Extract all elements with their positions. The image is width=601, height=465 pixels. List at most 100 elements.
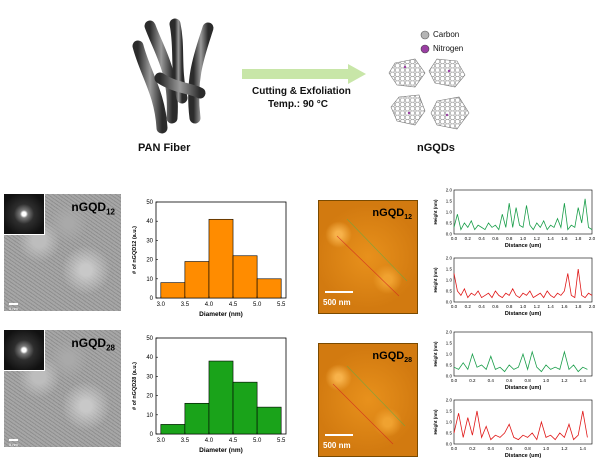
x-axis-label: Distance (um) <box>505 311 542 317</box>
plot-frame <box>453 331 593 377</box>
x-tick-label: 1.8 <box>575 236 582 241</box>
y-tick-label: 50 <box>146 200 153 206</box>
y-tick-label: 1.5 <box>446 267 453 272</box>
x-tick-label: 0.6 <box>506 446 513 451</box>
y-tick-label: 10 <box>146 277 153 283</box>
y-tick-label: 1.5 <box>446 341 453 346</box>
nitrogen-marker <box>420 44 430 54</box>
x-tick-label: 1.6 <box>561 236 568 241</box>
histogram-bar <box>256 406 282 435</box>
y-tick-label: 30 <box>146 238 153 244</box>
y-tick-label: 2.0 <box>446 330 453 335</box>
x-tick-label: 1.2 <box>534 236 541 241</box>
x-tick-label: 4.0 <box>205 302 214 308</box>
afm-line-profiles <box>336 218 408 297</box>
plot-frame <box>453 189 593 235</box>
x-axis-label: Diameter (nm) <box>199 311 243 318</box>
x-tick-label: 0.6 <box>492 236 499 241</box>
y-axis-label: Height (nm) <box>433 341 438 366</box>
x-axis-label: Distance (um) <box>505 453 542 459</box>
x-tick-label: 0.4 <box>488 378 495 383</box>
profile-line <box>453 198 593 231</box>
y-tick-label: 0.5 <box>446 363 453 368</box>
x-tick-label: 0.2 <box>469 378 476 383</box>
x-tick-label: 1.6 <box>561 304 568 309</box>
histogram-bar <box>232 381 258 435</box>
x-tick-label: 3.0 <box>157 438 166 444</box>
profile-line <box>453 268 593 299</box>
afm-scale-text: 500 nm <box>323 441 351 450</box>
y-tick-label: 30 <box>146 374 153 380</box>
afm-scale-bar <box>325 291 353 293</box>
afm-scale-text: 500 nm <box>323 298 351 307</box>
y-tick-label: 0 <box>150 432 154 438</box>
x-tick-label: 1.0 <box>520 236 527 241</box>
y-tick-label: 2.0 <box>446 188 453 193</box>
legend-carbon: Carbon <box>433 30 460 39</box>
x-tick-label: 1.4 <box>580 378 587 383</box>
process-step-label: Cutting & Exfoliation <box>252 86 351 97</box>
x-tick-label: 0.2 <box>465 304 472 309</box>
y-tick-label: 0.0 <box>446 232 453 237</box>
x-tick-label: 1.0 <box>543 378 550 383</box>
atom-legend-markers <box>420 30 430 54</box>
y-tick-label: 20 <box>146 258 153 264</box>
histogram-bar <box>160 282 186 299</box>
x-tick-label: 4.0 <box>205 438 214 444</box>
tem-label-ngqd12: nGQD12 <box>71 200 115 217</box>
histogram-bar <box>256 278 282 299</box>
flake-3 <box>390 94 426 126</box>
y-axis-label: Height (nm) <box>433 199 438 224</box>
y-tick-label: 0.0 <box>446 374 453 379</box>
y-tick-label: 0.5 <box>446 221 453 226</box>
tem-scale-text: 5 nm <box>9 442 18 447</box>
x-tick-label: 5.0 <box>253 438 262 444</box>
flake-4 <box>430 96 470 130</box>
ngqd-label: nGQDs <box>417 142 455 154</box>
fft-inset <box>4 330 45 371</box>
x-tick-label: 1.2 <box>561 378 568 383</box>
x-tick-label: 0.0 <box>451 304 458 309</box>
x-tick-label: 0.8 <box>524 446 531 451</box>
x-tick-label: 0.8 <box>506 304 513 309</box>
x-tick-label: 4.5 <box>229 302 238 308</box>
x-tick-label: 0.0 <box>451 236 458 241</box>
x-tick-label: 0.6 <box>492 304 499 309</box>
x-tick-label: 3.5 <box>181 438 190 444</box>
y-tick-label: 0 <box>150 296 154 302</box>
height-profile-ngqd28-red: 0.0 0.2 0.4 0.6 0.8 1.0 1.2 1.4 0.0 0.5 1.0 1.5 2.0 D… <box>433 398 593 459</box>
x-tick-label: 4.5 <box>229 438 238 444</box>
plot-frame <box>453 399 593 445</box>
x-tick-label: 5.0 <box>253 302 262 308</box>
tem-label-ngqd28: nGQD28 <box>71 336 115 353</box>
x-tick-label: 2.0 <box>589 236 596 241</box>
x-tick-label: 0.0 <box>451 378 458 383</box>
y-tick-label: 1.5 <box>446 409 453 414</box>
histogram-bar <box>184 261 210 299</box>
profile-line <box>453 410 588 441</box>
x-tick-label: 0.0 <box>451 446 458 451</box>
histogram-bar <box>208 360 234 435</box>
afm-line-profiles <box>332 365 406 445</box>
x-tick-label: 3.5 <box>181 302 190 308</box>
tem-scale-bar <box>9 439 18 441</box>
x-tick-label: 5.5 <box>277 438 286 444</box>
x-tick-label: 0.4 <box>488 446 495 451</box>
y-axis-label: Height (nm) <box>433 267 438 292</box>
y-axis-label: # of nGQD12 (a.u.) <box>132 226 138 274</box>
y-tick-label: 40 <box>146 219 153 225</box>
pan-fiber-label: PAN Fiber <box>138 142 191 154</box>
ngqd-flakes-illustration <box>388 58 470 130</box>
x-tick-label: 3.0 <box>157 302 166 308</box>
histogram-bar <box>160 424 186 435</box>
y-tick-label: 20 <box>146 394 153 400</box>
height-profile-ngqd28-green: 0.0 0.2 0.4 0.6 0.8 1.0 1.2 1.4 0.0 0.5 1.0 1.5 2.0 D… <box>433 330 593 391</box>
tem-scale-text: 5 nm <box>9 306 18 311</box>
histogram-bar <box>208 218 234 299</box>
y-tick-label: 1.0 <box>446 352 453 357</box>
x-tick-label: 0.4 <box>478 304 485 309</box>
flake-1 <box>388 58 426 88</box>
afm-label-ngqd12: nGQD12 <box>372 207 412 222</box>
y-tick-label: 50 <box>146 336 153 342</box>
y-tick-label: 0.5 <box>446 289 453 294</box>
